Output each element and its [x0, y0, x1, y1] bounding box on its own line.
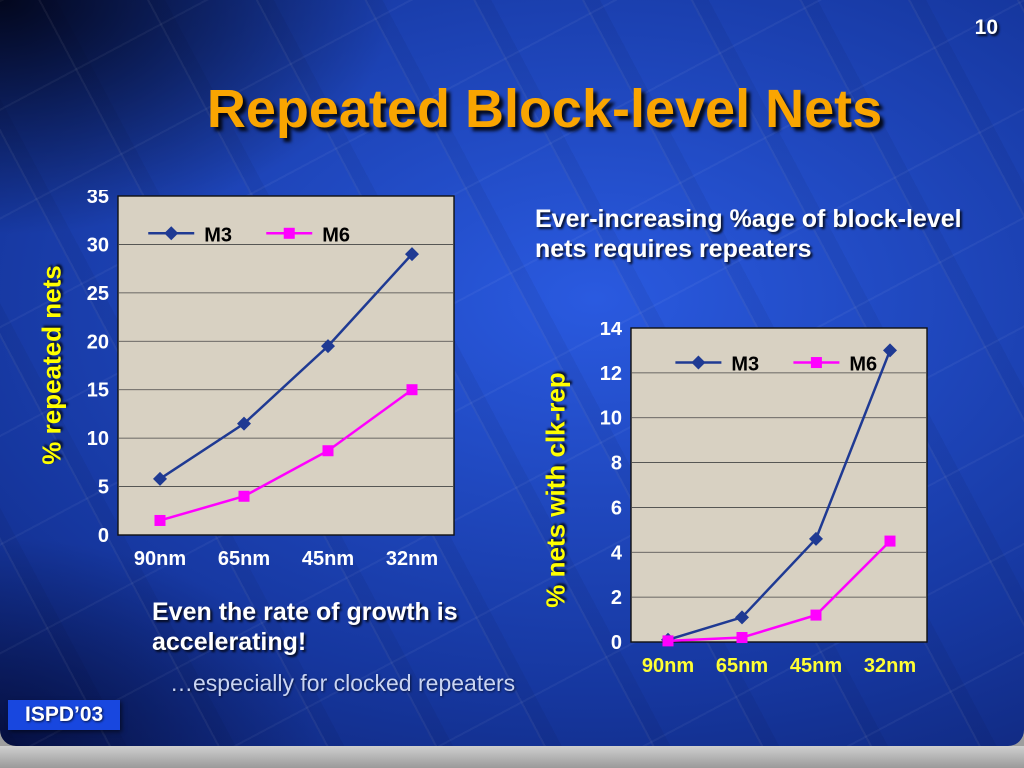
svg-text:20: 20: [87, 331, 109, 353]
svg-text:15: 15: [87, 380, 109, 402]
svg-text:M6: M6: [322, 224, 350, 246]
svg-text:8: 8: [611, 453, 622, 475]
svg-text:65nm: 65nm: [218, 548, 270, 570]
callout-block-level-nets: Ever-increasing %age of block-level nets…: [535, 205, 962, 263]
slide: 10 Repeated Block-level Nets % repeated …: [0, 0, 1024, 746]
chart-nets-with-clk-rep: 0 2 4 6 8 10 12 14 90nm 65nm 45nm 32nm M3 M6: [585, 318, 937, 682]
chart-repeated-nets: 0 5 10 15 20 25 30 35 90nm 65nm 45nm 32nm M3 M6: [72, 186, 464, 575]
svg-text:12: 12: [600, 363, 622, 385]
svg-text:10: 10: [600, 408, 622, 430]
left-chart-y-axis-title: % repeated nets: [36, 265, 67, 465]
right-chart-y-axis-title: % nets with clk-rep: [540, 372, 571, 608]
viewer-bottom-bar: [0, 746, 1024, 768]
svg-text:65nm: 65nm: [716, 655, 768, 677]
svg-text:M6: M6: [849, 354, 877, 376]
footnote-clocked-repeaters: …especially for clocked repeaters: [170, 670, 516, 696]
svg-text:4: 4: [611, 542, 623, 564]
svg-text:M3: M3: [204, 224, 232, 246]
svg-text:35: 35: [87, 190, 109, 208]
svg-text:2: 2: [611, 587, 622, 609]
svg-text:0: 0: [611, 632, 622, 654]
svg-text:32nm: 32nm: [864, 655, 916, 677]
svg-text:90nm: 90nm: [642, 655, 694, 677]
svg-text:6: 6: [611, 497, 622, 519]
svg-text:5: 5: [98, 477, 109, 499]
svg-text:0: 0: [98, 525, 109, 547]
callout-rate-of-growth: Even the rate of growth is accelerating!: [152, 598, 458, 656]
svg-text:14: 14: [600, 322, 623, 340]
svg-text:90nm: 90nm: [134, 548, 186, 570]
svg-text:32nm: 32nm: [386, 548, 438, 570]
svg-text:30: 30: [87, 234, 109, 256]
svg-text:45nm: 45nm: [790, 655, 842, 677]
page-number: 10: [974, 16, 998, 39]
svg-text:M3: M3: [731, 354, 759, 376]
svg-text:45nm: 45nm: [302, 548, 354, 570]
slide-title: Repeated Block-level Nets: [206, 79, 883, 139]
conference-badge: ISPD’03: [8, 700, 121, 730]
svg-text:25: 25: [87, 283, 109, 305]
svg-text:10: 10: [87, 428, 109, 450]
